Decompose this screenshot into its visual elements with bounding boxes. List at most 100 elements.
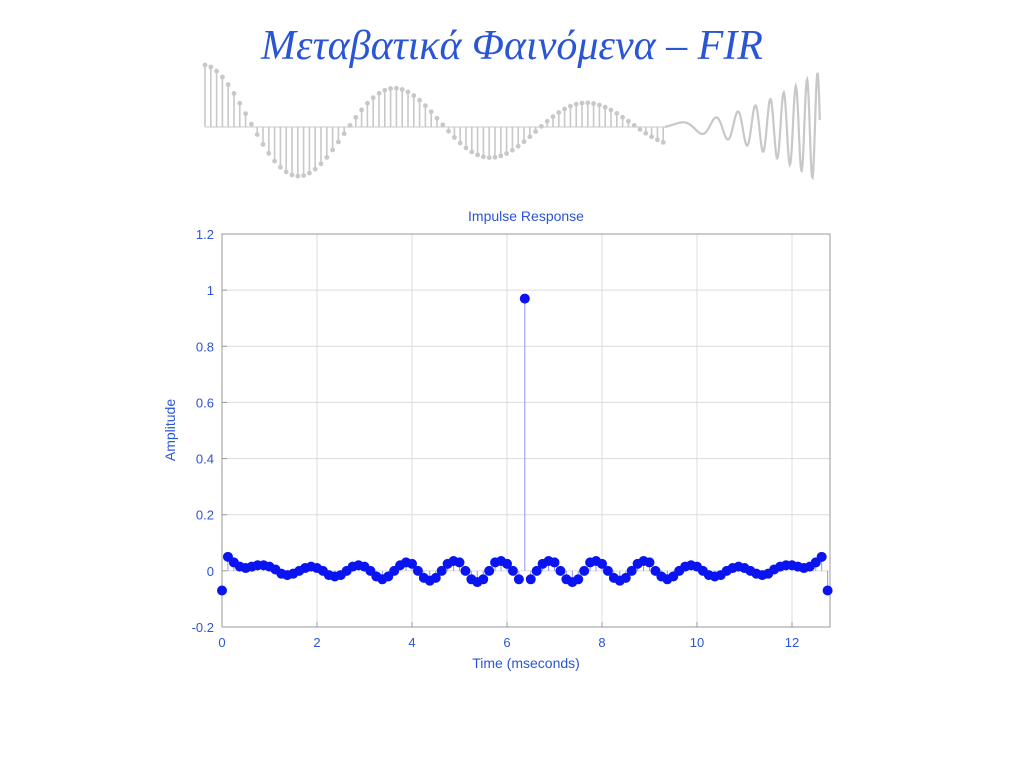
x-tick-label: 6 [503,635,510,650]
x-tick-label: 2 [313,635,320,650]
stem-marker [555,565,566,576]
banner-stem-dot [249,121,254,127]
stem-marker [460,565,471,576]
banner-stem-dot [510,147,515,153]
banner-stem-dot [626,118,631,124]
banner-stem-dot [376,90,382,96]
banner-stem-dot [295,173,301,179]
banner-stem-dot [469,149,475,155]
banner-stem-dot [214,68,219,74]
banner-stem-dot [655,137,660,143]
banner-stem-dot [312,166,318,172]
banner-stem-dot [463,145,469,151]
axis-ticks: 0 2 4 6 8 10 12 -0.2 0 0.2 0.4 0.6 0.8 1 1.2 [192,227,800,650]
chart-title: Impulse Response [468,208,584,224]
banner-stem-dot [399,87,405,92]
banner-stem-dot [591,101,596,106]
stem-marker [597,558,607,569]
banner-stem-dot [272,158,277,164]
banner-stem-dot [550,114,556,120]
banner-stem-dot [324,154,330,160]
banner-stem-dot [301,173,306,178]
banner-stem-dot [556,110,562,115]
banner-stem-dot [278,164,283,170]
y-tick-label: 0.2 [196,508,214,523]
banner-stem-dot [492,154,498,160]
banner-stem-dot [353,114,359,120]
banner-stem-dot [562,106,567,112]
banner-stem-dot [643,130,649,136]
y-tick-label: 0 [207,564,214,579]
banner-stem-dot [637,126,643,132]
banner-stem-dot [649,134,654,140]
banner-stem-dot [394,85,399,91]
banner-stem-dot [544,118,550,124]
banner-stem-dot [660,139,666,145]
banner-stem-dot [527,134,533,140]
banner-stem-dot [405,89,411,95]
y-tick-label: 1 [207,283,214,298]
banner-stem-dot [446,128,451,134]
banner-stem-dot [254,132,260,137]
stem-marker [478,574,489,585]
banner-stem-dot [568,103,573,109]
stem-marker [513,574,524,585]
banner-stem-dot [504,151,509,156]
banner-stem-dot [359,107,364,113]
banner-stem-dot [417,97,422,103]
banner-stem-dot [620,114,625,120]
stem-marker [602,565,613,576]
x-tick-label: 10 [690,635,704,650]
banner-stem-dot [533,129,538,134]
stem-marker [531,565,542,576]
x-tick-label: 8 [598,635,605,650]
banner-stem-dot [202,62,208,68]
banner-stem-dot [225,82,231,87]
banner-stem-dot [336,139,341,145]
y-tick-label: 0.4 [196,452,214,467]
stem-marker [620,572,631,583]
stem-marker [626,565,637,576]
banner-stem-dot [428,109,434,115]
y-axis-label: Amplitude [162,399,178,461]
banner-stem-dot [423,103,428,109]
decorative-signal-waveform-icon [202,62,821,181]
stem-marker [502,558,512,569]
banner-stem-dot [579,100,585,106]
banner-stem-dot [452,135,457,140]
y-tick-label: 0.6 [196,395,214,410]
banner-stem-dot [330,147,335,153]
stem-marker [573,574,584,585]
banner-stem-dot [243,111,248,117]
banner-stem-dot [539,123,544,129]
banner-stem-dot [498,153,504,159]
stem-marker [525,574,536,585]
stem-marker [644,557,655,568]
banner-stem-dot [475,152,480,158]
banner-stem-dot [597,102,602,108]
stem-marker [407,558,417,569]
stem-marker [822,585,833,596]
banner-stem-dot [486,155,492,160]
banner-stem-dot [341,131,347,137]
banner-stem-dot [289,172,295,178]
plot-frame [221,233,831,628]
banner-stem-dot [614,111,620,116]
banner-stem-dot [573,101,579,107]
banner-stem-dot [631,122,637,128]
banner-stem-dot [515,143,521,149]
banner-stem-dot [481,154,486,160]
y-tick-label: 1.2 [196,227,214,242]
banner-stem-dot [283,169,289,175]
stem-markers [217,293,833,596]
banner-stem-dot [521,139,527,145]
banner-stem-dot [370,95,376,101]
stem-marker [412,565,423,576]
banner-stem-dot [411,93,417,98]
stem-marker [436,565,447,576]
banner-stem-dot [260,141,266,147]
banner-stem-dot [440,122,446,128]
stem-marker [484,565,495,576]
banner-stem-dot [318,161,324,167]
x-tick-label: 4 [408,635,415,650]
